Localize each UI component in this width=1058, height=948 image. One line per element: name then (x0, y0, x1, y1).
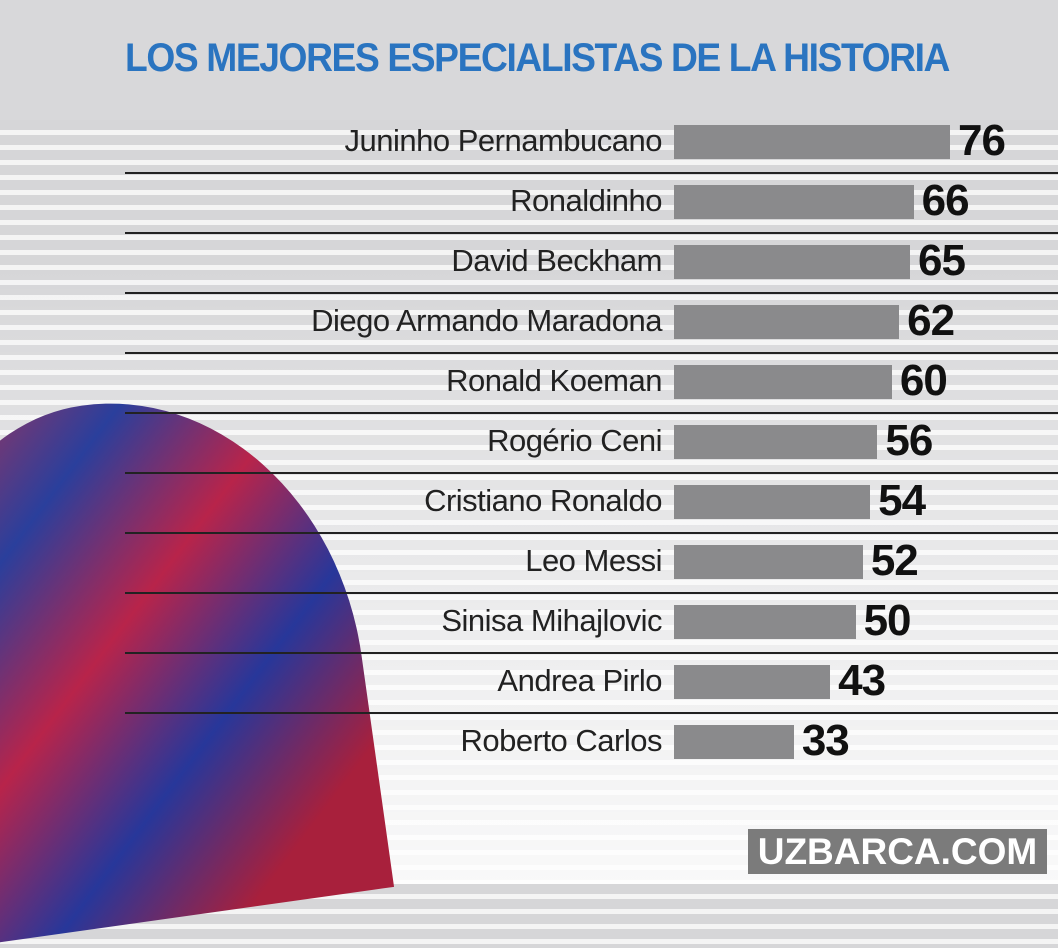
row-divider (125, 172, 1058, 174)
row-divider (125, 592, 1058, 594)
row-divider (125, 292, 1058, 294)
category-label: Roberto Carlos (460, 723, 663, 758)
category-label: David Beckham (451, 243, 662, 278)
bar (674, 725, 794, 759)
category-label: Leo Messi (525, 543, 662, 578)
data-label: 60 (899, 356, 948, 405)
bar (674, 305, 900, 339)
row-divider (125, 232, 1058, 234)
bar (674, 125, 950, 159)
data-label: 62 (907, 296, 955, 345)
data-label: 76 (958, 116, 1006, 165)
category-label: Andrea Pirlo (497, 663, 662, 698)
category-label: Sinisa Mihajlovic (441, 603, 662, 638)
bar (674, 665, 831, 699)
row-divider (125, 532, 1058, 534)
row-divider (125, 472, 1058, 474)
row-divider (125, 712, 1058, 714)
data-label: 54 (878, 476, 926, 525)
bar (674, 545, 863, 579)
row-divider (125, 412, 1058, 414)
data-label: 52 (870, 536, 919, 585)
category-label: Rogério Ceni (487, 423, 662, 458)
bar (674, 185, 914, 219)
row-divider (125, 652, 1058, 654)
data-label: 33 (801, 716, 850, 765)
row-divider (125, 352, 1058, 354)
bar-chart: Juninho Pernambucano 76 Ronaldinho 66 David … (125, 116, 1058, 765)
category-label: Cristiano Ronaldo (424, 483, 662, 518)
bar (674, 365, 892, 399)
bar (674, 425, 878, 459)
data-label: 56 (885, 416, 933, 465)
chart-title: LOS MEJORES ESPECIALISTAS DE LA HISTORIA (125, 36, 950, 80)
data-label: 50 (863, 596, 912, 645)
data-label: 66 (921, 176, 970, 225)
category-label: Diego Armando Maradona (311, 303, 662, 338)
bar (674, 605, 856, 639)
data-label: 65 (918, 236, 966, 285)
bar (674, 485, 871, 519)
watermark: UZBARCA.COM (748, 829, 1047, 874)
bar (674, 245, 911, 279)
data-label: 43 (838, 656, 886, 705)
category-label: Juninho Pernambucano (344, 123, 663, 158)
category-label: Ronald Koeman (446, 363, 662, 398)
category-label: Ronaldinho (510, 183, 662, 218)
